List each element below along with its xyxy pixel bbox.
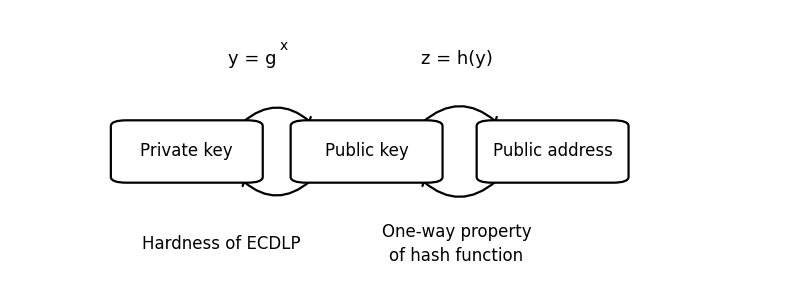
Text: z = h(y): z = h(y) [421, 50, 493, 68]
FancyBboxPatch shape [477, 120, 629, 183]
Text: One-way property
of hash function: One-way property of hash function [382, 223, 531, 265]
Text: Public address: Public address [493, 142, 613, 160]
FancyBboxPatch shape [290, 120, 442, 183]
Text: x: x [280, 39, 288, 53]
Text: y = g: y = g [228, 50, 277, 68]
Text: Public key: Public key [325, 142, 409, 160]
Text: Private key: Private key [141, 142, 233, 160]
FancyBboxPatch shape [111, 120, 262, 183]
Text: Hardness of ECDLP: Hardness of ECDLP [142, 235, 300, 253]
